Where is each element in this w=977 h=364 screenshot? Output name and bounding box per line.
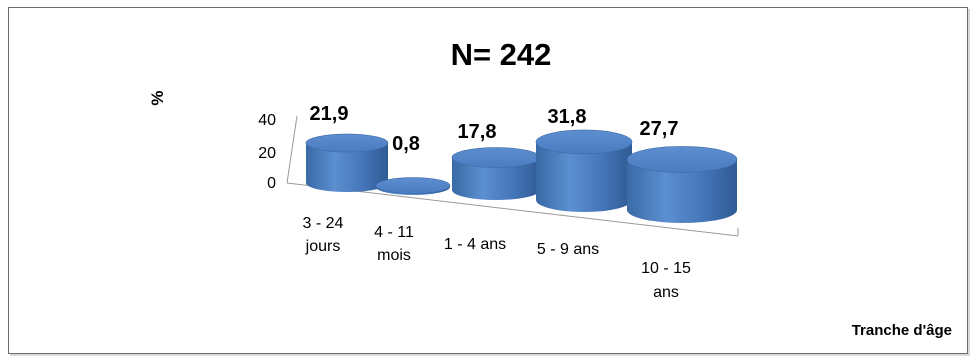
floor-back-line	[286, 182, 739, 237]
y-tick-label: 40	[258, 112, 276, 129]
data-label: 31,8	[548, 106, 587, 128]
category-label: jours	[305, 238, 341, 255]
chart-title: N= 242	[451, 37, 552, 72]
bar-top	[305, 133, 389, 153]
y-tick-label: 0	[267, 175, 276, 192]
bar-body	[452, 157, 540, 200]
y-axis-line	[286, 115, 298, 184]
category-label: 3 - 24	[303, 215, 344, 232]
category-label: 1 - 4 ans	[444, 236, 506, 253]
data-label: 21,9	[310, 103, 349, 125]
bar-top	[535, 129, 633, 155]
bar-1	[375, 177, 451, 195]
bar-3	[535, 129, 633, 212]
category-label: 10 - 15	[641, 260, 691, 277]
bar-top	[451, 147, 541, 168]
bar-2	[451, 147, 541, 200]
y-axis-label: %	[148, 90, 167, 105]
bar-4	[626, 146, 738, 223]
bar-0	[305, 133, 389, 192]
bar-top	[626, 146, 738, 173]
y-tick-label: 20	[258, 145, 276, 162]
bar-top	[375, 177, 451, 194]
category-label: 4 - 11	[374, 224, 414, 241]
category-label: mois	[377, 247, 411, 264]
data-label: 27,7	[640, 118, 679, 140]
x-axis-label: Tranche d'âge	[852, 322, 952, 339]
bar-body	[306, 143, 388, 192]
bar-body	[536, 141, 632, 212]
bar-body	[627, 159, 737, 223]
category-label: ans	[653, 284, 679, 301]
bars-layer	[305, 129, 738, 223]
data-label: 0,8	[392, 133, 420, 155]
category-label: 5 - 9 ans	[537, 241, 599, 258]
data-label: 17,8	[458, 121, 497, 143]
